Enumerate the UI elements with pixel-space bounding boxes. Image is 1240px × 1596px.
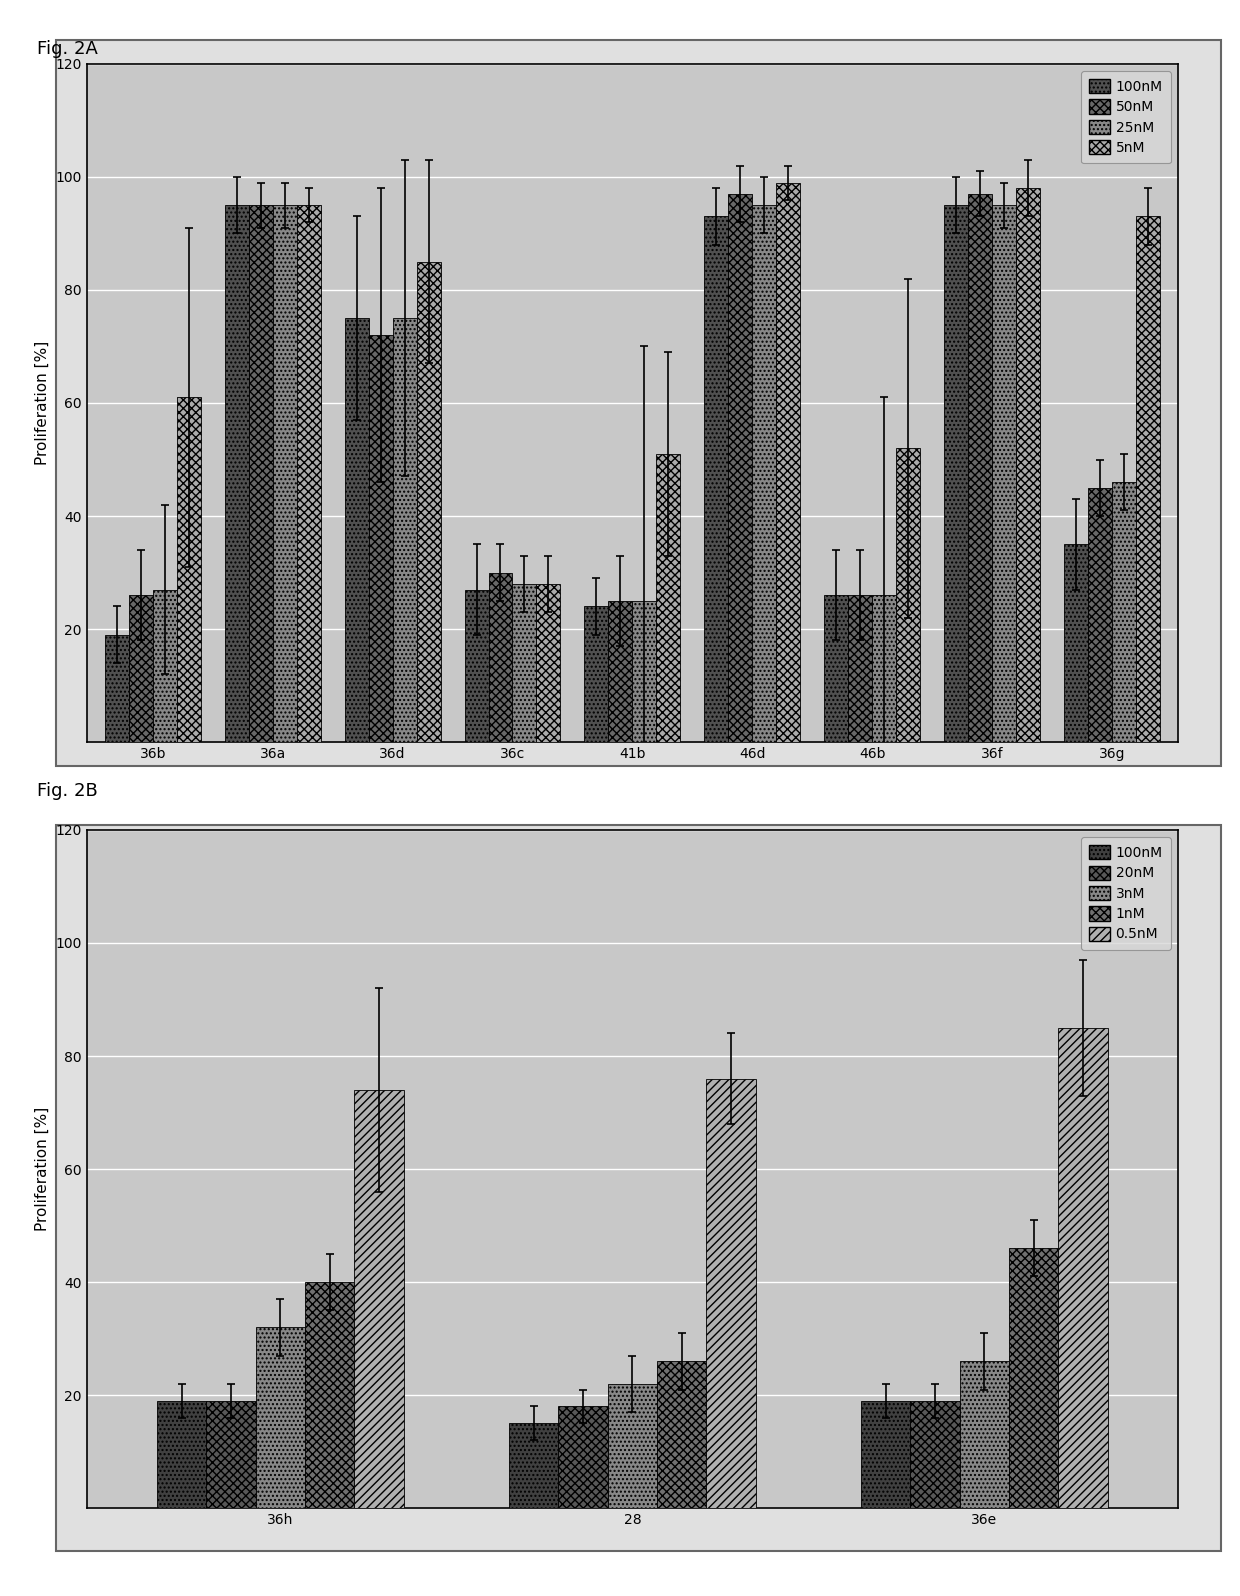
Bar <box>305 1282 355 1508</box>
Bar <box>368 335 393 742</box>
Bar <box>632 600 656 742</box>
Bar <box>1112 482 1136 742</box>
Text: Fig. 2A: Fig. 2A <box>37 40 98 57</box>
Bar <box>608 1384 657 1508</box>
Bar <box>224 206 249 742</box>
Bar <box>707 1079 755 1508</box>
Bar <box>465 589 489 742</box>
Bar <box>558 1406 608 1508</box>
Bar <box>249 206 273 742</box>
Bar <box>417 262 440 742</box>
Bar <box>728 193 753 742</box>
Bar <box>1087 488 1112 742</box>
Bar <box>968 193 992 742</box>
Y-axis label: Proliferation [%]: Proliferation [%] <box>35 342 50 464</box>
Bar <box>704 217 728 742</box>
Bar <box>584 606 609 742</box>
Bar <box>992 206 1016 742</box>
Text: Fig. 2B: Fig. 2B <box>37 782 98 800</box>
Bar <box>910 1401 960 1508</box>
Bar <box>510 1424 558 1508</box>
Bar <box>512 584 537 742</box>
Bar <box>273 206 296 742</box>
Bar <box>157 1401 207 1508</box>
Bar <box>393 318 417 742</box>
Legend: 100nM, 20nM, 3nM, 1nM, 0.5nM: 100nM, 20nM, 3nM, 1nM, 0.5nM <box>1081 836 1171 950</box>
Bar <box>489 573 512 742</box>
Bar <box>537 584 560 742</box>
Bar <box>753 206 776 742</box>
Bar <box>255 1328 305 1508</box>
Y-axis label: Proliferation [%]: Proliferation [%] <box>35 1108 50 1231</box>
Bar <box>345 318 368 742</box>
Bar <box>177 397 201 742</box>
Bar <box>1064 544 1087 742</box>
Bar <box>207 1401 255 1508</box>
Bar <box>1016 188 1040 742</box>
Bar <box>1136 217 1159 742</box>
Legend: 100nM, 50nM, 25nM, 5nM: 100nM, 50nM, 25nM, 5nM <box>1081 70 1171 163</box>
Bar <box>609 600 632 742</box>
Bar <box>1009 1248 1058 1508</box>
Bar <box>776 182 800 742</box>
Bar <box>960 1361 1009 1508</box>
Bar <box>872 595 897 742</box>
Bar <box>355 1090 403 1508</box>
Bar <box>825 595 848 742</box>
Bar <box>897 448 920 742</box>
Bar <box>848 595 872 742</box>
Bar <box>862 1401 910 1508</box>
Bar <box>153 589 177 742</box>
Bar <box>1058 1028 1107 1508</box>
Bar <box>129 595 153 742</box>
Bar <box>657 1361 707 1508</box>
Bar <box>296 206 321 742</box>
Bar <box>944 206 968 742</box>
Bar <box>656 453 681 742</box>
Bar <box>105 635 129 742</box>
